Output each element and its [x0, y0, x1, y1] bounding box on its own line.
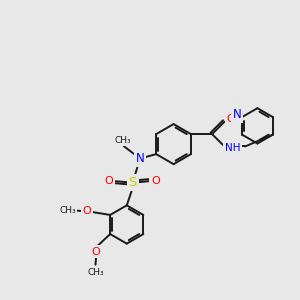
Text: O: O [91, 247, 100, 257]
Text: O: O [226, 114, 235, 124]
Text: CH₃: CH₃ [87, 268, 104, 277]
Text: N: N [232, 108, 241, 121]
Text: S: S [128, 176, 137, 189]
Text: NH: NH [225, 143, 241, 153]
Text: N: N [136, 152, 144, 165]
Text: O: O [105, 176, 113, 186]
Text: O: O [82, 206, 91, 215]
Text: O: O [151, 176, 160, 186]
Text: CH₃: CH₃ [59, 206, 76, 215]
Text: CH₃: CH₃ [114, 136, 131, 145]
